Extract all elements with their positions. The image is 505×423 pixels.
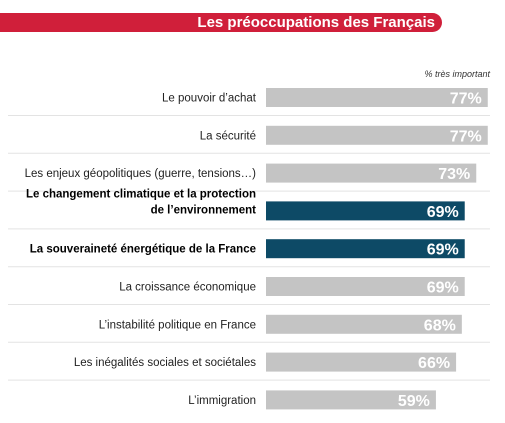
data-label: 69%: [427, 242, 459, 259]
legend-label: % très important: [424, 69, 490, 79]
category-label: Les inégalités sociales et sociétales: [74, 357, 256, 369]
category-label: Le changement climatique et la protectio…: [26, 188, 256, 216]
title-banner: [0, 13, 442, 32]
bar: [266, 390, 436, 410]
bar: [266, 201, 465, 221]
bar: [266, 277, 465, 296]
bar: [266, 125, 488, 145]
bar: [266, 163, 477, 183]
bar: [266, 352, 457, 372]
category-label: La souveraineté énergétique de la France: [30, 244, 256, 256]
data-label: 59%: [398, 393, 430, 410]
category-label: Le pouvoir d’achat: [162, 93, 257, 105]
category-label: L’immigration: [188, 395, 256, 407]
bars-group: 77% Le pouvoir d’achat 77% La sécurité 73% Le…: [8, 88, 490, 410]
category-label: Les enjeux géopolitiques (guerre, tensio…: [25, 168, 257, 180]
category-label: L’instabilité politique en France: [99, 319, 256, 331]
category-label: La sécurité: [200, 130, 256, 142]
data-label: 69%: [427, 204, 459, 221]
data-label: 68%: [424, 317, 456, 334]
chart-title: Les préoccupations des Français: [197, 14, 435, 31]
data-label: 73%: [438, 166, 470, 183]
data-label: 77%: [450, 128, 482, 145]
data-label: 66%: [418, 355, 450, 372]
category-label: La croissance économique: [119, 282, 256, 294]
bar: [266, 239, 465, 259]
bar: [266, 314, 462, 334]
data-label: 77%: [450, 91, 482, 108]
data-label: 69%: [427, 280, 459, 297]
bar: [266, 88, 488, 107]
